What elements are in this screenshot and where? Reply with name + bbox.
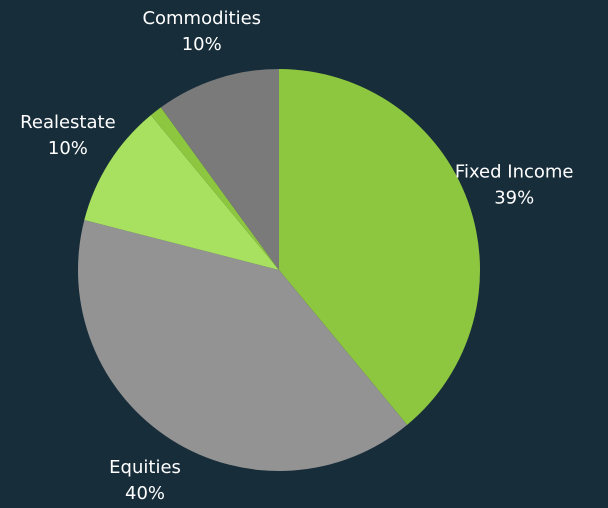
pie-slice	[150, 107, 279, 271]
slice-label: Equities	[109, 457, 181, 478]
slice-label: Realestate	[20, 112, 115, 133]
pie-slice	[78, 220, 408, 471]
slice-value-label: 39%	[494, 187, 534, 208]
pie-slice	[160, 69, 279, 270]
slice-value-label: 40%	[125, 483, 165, 504]
slice-label: Fixed Income	[455, 161, 574, 182]
pie-slice	[279, 69, 480, 425]
slice-label: Commodities	[142, 8, 261, 29]
slice-value-label: 10%	[182, 34, 222, 55]
pie-slice	[84, 115, 279, 271]
slice-value-label: 10%	[48, 138, 88, 159]
